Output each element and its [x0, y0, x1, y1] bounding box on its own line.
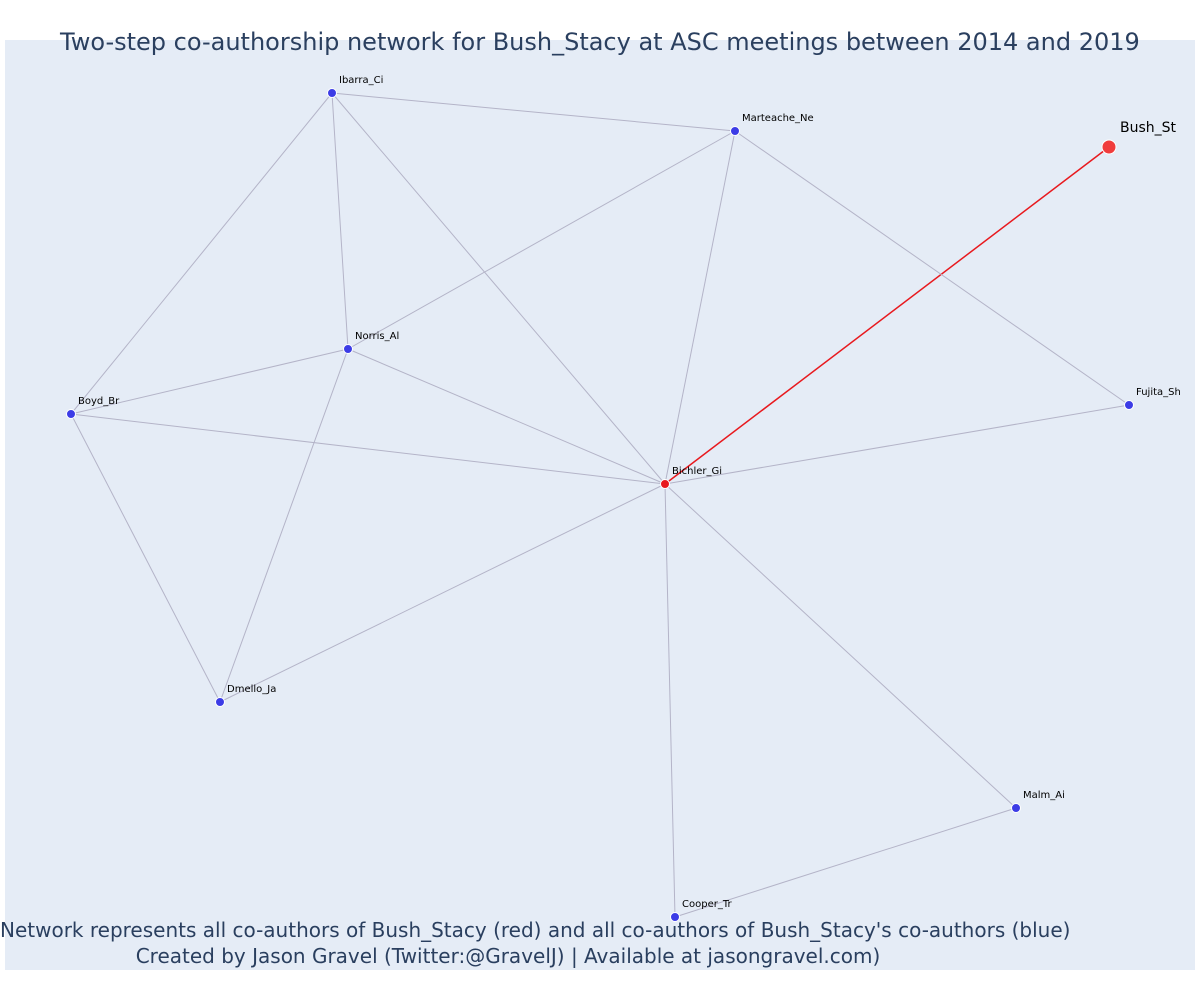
- node-label: Ibarra_Ci: [339, 75, 383, 86]
- network-edge: [347, 348, 666, 485]
- network-edge: [664, 404, 1130, 485]
- node-bichler-gi[interactable]: [660, 479, 670, 489]
- network-edge: [219, 483, 666, 703]
- node-label: Norris_Al: [355, 331, 399, 342]
- chart-title: Two-step co-authorship network for Bush_…: [60, 28, 1140, 56]
- network-edge: [70, 348, 349, 415]
- node-ibarra-ci[interactable]: [327, 88, 337, 98]
- plot-area: [5, 40, 1195, 970]
- node-dmello-ja[interactable]: [215, 697, 225, 707]
- ego-edge: [664, 146, 1110, 485]
- caption-line-2: Created by Jason Gravel (Twitter:@Gravel…: [135, 944, 881, 968]
- network-edge: [664, 483, 1017, 809]
- node-fujita-sh[interactable]: [1124, 400, 1134, 410]
- node-label: Cooper_Tr: [682, 899, 732, 910]
- network-edge: [331, 92, 666, 485]
- node-cooper-tr[interactable]: [670, 912, 680, 922]
- network-edge: [331, 92, 349, 350]
- node-label: Marteache_Ne: [742, 113, 814, 124]
- edge-layer: [70, 92, 1130, 918]
- network-edge: [664, 483, 676, 918]
- node-label: Fujita_Sh: [1136, 387, 1181, 398]
- node-label: Malm_Ai: [1023, 790, 1065, 801]
- network-edge: [347, 130, 736, 350]
- node-marteache-ne[interactable]: [730, 126, 740, 136]
- node-label: Bush_St: [1120, 120, 1177, 136]
- network-edge: [674, 807, 1017, 918]
- network-edge: [219, 348, 349, 703]
- node-bush-st[interactable]: [1101, 139, 1117, 155]
- network-edge: [70, 413, 221, 703]
- node-malm-ai[interactable]: [1011, 803, 1021, 813]
- network-edge: [664, 130, 736, 485]
- network-edge: [70, 413, 666, 485]
- node-label: Bichler_Gi: [672, 466, 722, 477]
- network-edge: [70, 92, 333, 415]
- node-norris-al[interactable]: [343, 344, 353, 354]
- node-boyd-br[interactable]: [66, 409, 76, 419]
- node-label: Dmello_Ja: [227, 684, 276, 695]
- network-edge: [331, 92, 736, 132]
- caption-line-1: Network represents all co-authors of Bus…: [0, 918, 1071, 942]
- node-label: Boyd_Br: [78, 396, 120, 407]
- node-layer: Bush_St Bichler_Gi Ibarra_Ci Marteache_Ne No…: [66, 75, 1181, 922]
- network-edge: [734, 130, 1130, 406]
